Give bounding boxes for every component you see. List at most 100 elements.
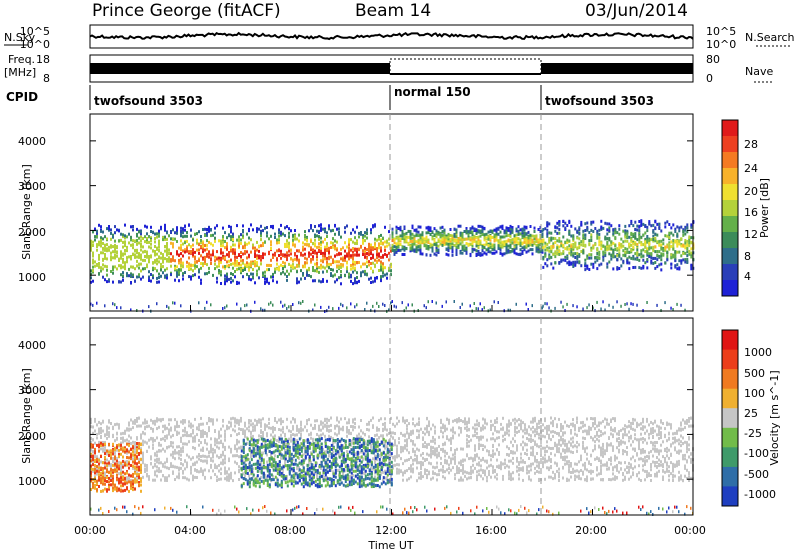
power-cell xyxy=(582,233,585,237)
velocity-cell xyxy=(248,425,250,429)
power-cell xyxy=(435,241,438,245)
power-cell xyxy=(186,245,188,249)
power-cell xyxy=(634,252,637,256)
power-cell xyxy=(334,224,336,228)
power-cell xyxy=(574,243,577,247)
power-cell xyxy=(356,225,358,229)
velocity-cell xyxy=(104,471,106,475)
power-cell xyxy=(102,230,104,234)
velocity-cell xyxy=(238,455,240,459)
power-cell xyxy=(266,231,268,235)
power-cell xyxy=(640,243,643,247)
power-cell xyxy=(626,232,629,236)
velocity-cell xyxy=(200,435,202,439)
power-cell xyxy=(280,249,282,253)
power-cell xyxy=(684,260,687,264)
power-cell xyxy=(411,236,414,240)
power-cell xyxy=(138,275,140,279)
power-cell xyxy=(638,220,641,223)
velocity-cell xyxy=(158,457,160,461)
power-cell xyxy=(378,237,380,241)
power-cell xyxy=(461,302,463,306)
velocity-cell xyxy=(130,479,132,483)
power-cell xyxy=(198,270,200,274)
power-cell xyxy=(216,276,218,280)
power-cell xyxy=(172,242,174,246)
power-cell xyxy=(395,225,398,229)
velocity-cell xyxy=(280,419,282,423)
velocity-cell xyxy=(218,434,220,438)
power-cell xyxy=(382,237,384,240)
power-cell xyxy=(509,232,512,235)
velocity-cell xyxy=(336,424,338,428)
noise-series xyxy=(89,31,694,41)
power-cell xyxy=(256,273,258,277)
velocity-cell xyxy=(266,432,268,436)
power-cell xyxy=(445,300,447,304)
power-cell xyxy=(501,235,504,239)
velocity-cell xyxy=(316,419,318,423)
power-cell xyxy=(600,241,603,245)
power-cell xyxy=(485,236,488,240)
power-cell xyxy=(473,302,475,305)
velocity-cell xyxy=(146,420,148,424)
power-cell xyxy=(310,246,312,250)
power-cell xyxy=(148,258,150,261)
power-cell xyxy=(475,240,478,244)
power-cell xyxy=(646,235,649,238)
power-cell xyxy=(550,231,553,235)
power-cbar-tick-20: 20 xyxy=(744,185,758,198)
velocity-cell xyxy=(240,446,242,450)
power-cell xyxy=(642,243,645,247)
power-cell xyxy=(612,252,615,256)
power-cell xyxy=(274,236,276,239)
power-cell xyxy=(310,275,312,279)
velocity-cell xyxy=(100,460,102,464)
power-cell xyxy=(652,249,655,253)
velocity-cell xyxy=(174,451,176,455)
velocity-cell xyxy=(104,448,106,452)
power-cell xyxy=(332,241,334,245)
power-cell xyxy=(270,234,272,238)
power-cell xyxy=(495,235,498,239)
power-cell xyxy=(529,225,532,228)
power-cell xyxy=(366,252,368,256)
velocity-cell xyxy=(302,428,304,432)
velocity-cell xyxy=(292,458,294,462)
velocity-cell xyxy=(238,440,240,444)
power-cell xyxy=(433,233,436,237)
power-cell xyxy=(138,262,140,266)
velocity-cell xyxy=(234,460,236,464)
power-cell xyxy=(417,225,420,229)
power-cell xyxy=(598,240,601,244)
power-cell xyxy=(204,262,206,265)
power-cell xyxy=(140,242,142,246)
power-cell xyxy=(479,252,482,256)
power-cell xyxy=(475,252,478,256)
velocity-cell xyxy=(186,461,188,465)
power-cell xyxy=(544,302,546,306)
power-cell xyxy=(326,231,328,235)
velocity-cell xyxy=(182,463,184,467)
velocity-cell xyxy=(272,435,274,439)
power-cell xyxy=(688,244,691,248)
velocity-cell xyxy=(250,423,252,427)
velocity-cell xyxy=(174,448,176,452)
power-cell xyxy=(302,264,304,268)
power-cell xyxy=(461,232,464,236)
velocity-cell xyxy=(340,454,342,458)
power-cell xyxy=(447,246,450,250)
power-cell xyxy=(144,224,146,228)
velocity-cell xyxy=(234,417,236,421)
power-cell xyxy=(507,238,510,242)
velocity-cell xyxy=(174,465,176,469)
power-cell xyxy=(156,235,158,239)
power-cell xyxy=(150,225,152,229)
power-cell xyxy=(378,246,380,250)
power-cell xyxy=(467,242,470,246)
power-cell xyxy=(190,267,192,271)
power-cell xyxy=(230,225,232,229)
velocity-cell xyxy=(100,427,102,430)
velocity-cell xyxy=(322,432,324,436)
power-cell xyxy=(566,238,569,242)
